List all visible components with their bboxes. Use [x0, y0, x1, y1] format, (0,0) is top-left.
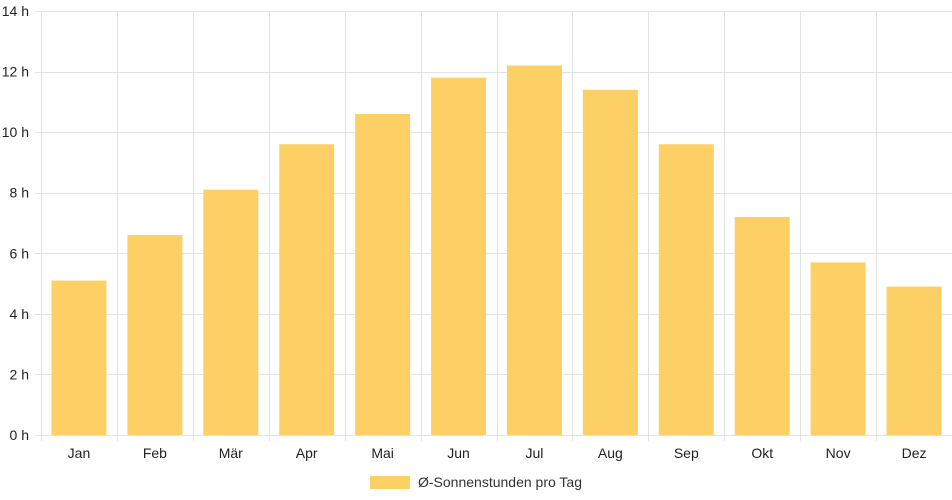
y-tick-label: 2 h — [10, 366, 29, 382]
x-tick-label: Okt — [751, 445, 773, 461]
grid — [35, 11, 952, 441]
axes: 0 h 2 h 4 h 6 h 8 h 10 h 12 h 14 h Jan Feb Mär Apr M… — [2, 3, 927, 461]
bar[interactable] — [279, 144, 335, 435]
y-tick-label: 14 h — [2, 3, 29, 19]
y-tick-label: 0 h — [10, 427, 29, 443]
bar[interactable] — [658, 144, 714, 435]
bars — [51, 65, 942, 435]
legend-label[interactable]: Ø-Sonnenstunden pro Tag — [418, 474, 582, 490]
y-tick-label: 8 h — [10, 185, 29, 201]
x-tick-label: Nov — [826, 445, 851, 461]
y-tick-label: 4 h — [10, 306, 29, 322]
y-tick-label: 10 h — [2, 124, 29, 140]
bar[interactable] — [582, 89, 638, 435]
x-tick-label: Mär — [219, 445, 243, 461]
bar[interactable] — [431, 77, 487, 435]
x-tick-label: Jan — [68, 445, 91, 461]
legend[interactable]: Ø-Sonnenstunden pro Tag — [370, 474, 582, 490]
x-tick-label: Jul — [526, 445, 544, 461]
x-tick-label: Jun — [447, 445, 470, 461]
bar[interactable] — [810, 262, 866, 435]
bar[interactable] — [506, 65, 562, 435]
bar[interactable] — [734, 216, 790, 435]
y-tick-label: 12 h — [2, 64, 29, 80]
x-tick-label: Apr — [296, 445, 318, 461]
bar[interactable] — [886, 286, 942, 435]
bar[interactable] — [127, 235, 183, 435]
y-tick-label: 6 h — [10, 245, 29, 261]
x-tick-label: Sep — [674, 445, 699, 461]
x-tick-label: Feb — [143, 445, 167, 461]
x-tick-label: Mai — [371, 445, 394, 461]
bar[interactable] — [355, 113, 411, 435]
legend-swatch[interactable] — [370, 476, 410, 489]
bar[interactable] — [51, 280, 107, 435]
bar[interactable] — [203, 189, 259, 435]
x-tick-label: Dez — [902, 445, 927, 461]
x-tick-label: Aug — [598, 445, 623, 461]
